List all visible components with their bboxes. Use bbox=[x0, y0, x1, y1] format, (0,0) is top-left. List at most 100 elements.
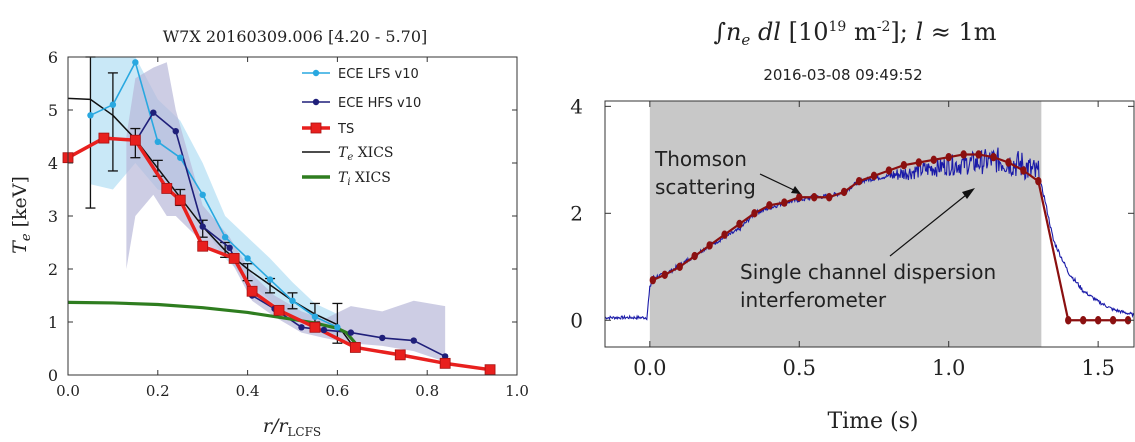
annotation-interferometer: Single channel dispersion interferometer bbox=[740, 188, 996, 312]
ece-lfs-point bbox=[244, 255, 251, 262]
y-tick-label: 4 bbox=[48, 154, 58, 173]
ece-lfs-point bbox=[311, 313, 319, 320]
right-axis-ticks: 0.0 0.5 1.0 1.5 0 2 4 bbox=[570, 94, 1134, 380]
thomson-point bbox=[721, 230, 728, 239]
ece-lfs-point bbox=[199, 191, 206, 198]
y-tick-label: 3 bbox=[48, 207, 58, 226]
x-tick-label: 0.5 bbox=[783, 356, 816, 380]
thomson-point bbox=[975, 150, 982, 159]
thomson-point bbox=[691, 251, 698, 261]
left-legend: ECE LFS v10 ECE HFS v10 TS Te XICS Ti XI… bbox=[302, 67, 421, 188]
legend-item-ts: TS bbox=[302, 122, 354, 137]
right-chart-title: ∫ne dl [1019 m-2]; l ≈ 1m bbox=[713, 18, 996, 49]
ts-point bbox=[439, 357, 451, 369]
te-xics-line bbox=[67, 97, 352, 344]
ece-lfs-point bbox=[289, 297, 296, 304]
thomson-point bbox=[960, 150, 967, 159]
x-tick-label: 0.2 bbox=[146, 382, 170, 400]
thomson-markers bbox=[649, 150, 1132, 325]
left-axis-x-label: r/rLCFS bbox=[263, 415, 321, 439]
ece-lfs-point bbox=[266, 276, 274, 283]
ts-point bbox=[246, 285, 258, 297]
ts-point bbox=[273, 304, 285, 316]
ece-hfs-band bbox=[126, 62, 446, 362]
legend-label-te-xics: Te XICS bbox=[338, 145, 394, 163]
ece-hfs-point bbox=[347, 329, 355, 336]
ts-point bbox=[349, 342, 361, 353]
ece-hfs-point bbox=[298, 324, 305, 331]
ts-line bbox=[67, 136, 491, 372]
thomson-point bbox=[885, 166, 893, 175]
annotation-thomson-arrow bbox=[759, 173, 799, 193]
thomson-point bbox=[676, 262, 683, 271]
thomson-point bbox=[751, 209, 758, 218]
y-tick-label: 5 bbox=[48, 101, 58, 120]
ece-lfs-point bbox=[87, 112, 94, 119]
annotation-interferometer-arrowhead bbox=[962, 188, 975, 199]
ts-point bbox=[394, 349, 406, 361]
legend-item-ece-hfs: ECE HFS v10 bbox=[302, 96, 421, 111]
thomson-point bbox=[649, 275, 657, 285]
thomson-point bbox=[1065, 316, 1072, 325]
thomson-point bbox=[945, 152, 952, 162]
ece-hfs-point bbox=[410, 337, 417, 344]
thomson-point bbox=[1094, 316, 1102, 325]
thomson-point bbox=[1109, 316, 1117, 325]
legend-item-ece-lfs: ECE LFS v10 bbox=[302, 67, 419, 82]
thomson-point bbox=[1020, 166, 1027, 175]
ece-hfs-point bbox=[199, 223, 206, 230]
ece-hfs-point bbox=[320, 326, 328, 334]
left-error-bands bbox=[90, 57, 446, 362]
thomson-point bbox=[1005, 158, 1012, 167]
thomson-point bbox=[796, 193, 803, 202]
right-chart-subtitle: 2016-03-08 09:49:52 bbox=[763, 66, 922, 84]
left-chart-title: W7X 20160309.006 [4.20 - 5.70] bbox=[163, 27, 428, 46]
x-tick-label: 0.6 bbox=[325, 382, 349, 400]
legend-item-te-xics: Te XICS bbox=[302, 145, 394, 163]
svg-text:Thomson: Thomson bbox=[654, 147, 747, 171]
right-axis-x-label: Time (s) bbox=[827, 409, 918, 434]
thomson-point bbox=[900, 160, 908, 170]
ts-point bbox=[174, 194, 186, 206]
annotation-thomson-arrowhead bbox=[791, 186, 801, 194]
y-tick-label: 2 bbox=[570, 201, 583, 225]
svg-text:Single channel dispersion: Single channel dispersion bbox=[740, 260, 996, 284]
legend-label-ece-hfs: ECE HFS v10 bbox=[338, 96, 421, 111]
left-axis-ticks: 0.0 0.2 0.4 0.6 0.8 1.0 0 1 2 3 4 5 6 bbox=[48, 48, 529, 400]
thomson-point bbox=[855, 177, 863, 186]
thomson-point bbox=[766, 201, 773, 210]
right-chart: ∫ne dl [1019 m-2]; l ≈ 1m 2016-03-08 09:… bbox=[570, 18, 1135, 434]
thomson-point bbox=[990, 152, 997, 162]
svg-text:Te [keV]: Te [keV] bbox=[9, 176, 34, 254]
legend-label-ti-xics: Ti XICS bbox=[338, 170, 391, 188]
thomson-point bbox=[1079, 316, 1087, 325]
x-tick-label: 0.4 bbox=[236, 382, 260, 400]
x-tick-label: 1.0 bbox=[932, 356, 965, 380]
annotation-thomson: Thomson scattering bbox=[654, 147, 801, 199]
thomson-point bbox=[840, 187, 848, 197]
y-tick-label: 2 bbox=[48, 260, 58, 279]
ece-lfs-point bbox=[177, 154, 184, 161]
y-tick-label: 4 bbox=[570, 94, 583, 118]
ts-point bbox=[228, 252, 240, 264]
svg-text:interferometer: interferometer bbox=[740, 288, 887, 312]
shaded-region bbox=[649, 101, 1042, 347]
x-tick-label: 0.0 bbox=[633, 356, 666, 380]
thomson-point bbox=[930, 155, 937, 165]
thomson-point bbox=[661, 270, 668, 280]
thomson-point bbox=[781, 198, 788, 207]
ece-lfs-line bbox=[90, 61, 338, 329]
ece-lfs-point bbox=[221, 234, 229, 241]
svg-text:scattering: scattering bbox=[655, 175, 756, 199]
svg-text:r/rLCFS: r/rLCFS bbox=[263, 415, 321, 439]
thomson-point bbox=[1035, 177, 1042, 186]
ts-point bbox=[484, 364, 496, 376]
left-series-markers bbox=[62, 59, 496, 376]
thomson-point bbox=[915, 158, 923, 167]
ece-lfs-point bbox=[132, 59, 139, 66]
ece-lfs-point bbox=[109, 101, 117, 108]
thomson-point bbox=[811, 193, 818, 202]
thomson-point bbox=[825, 193, 833, 202]
ts-point bbox=[197, 240, 209, 252]
